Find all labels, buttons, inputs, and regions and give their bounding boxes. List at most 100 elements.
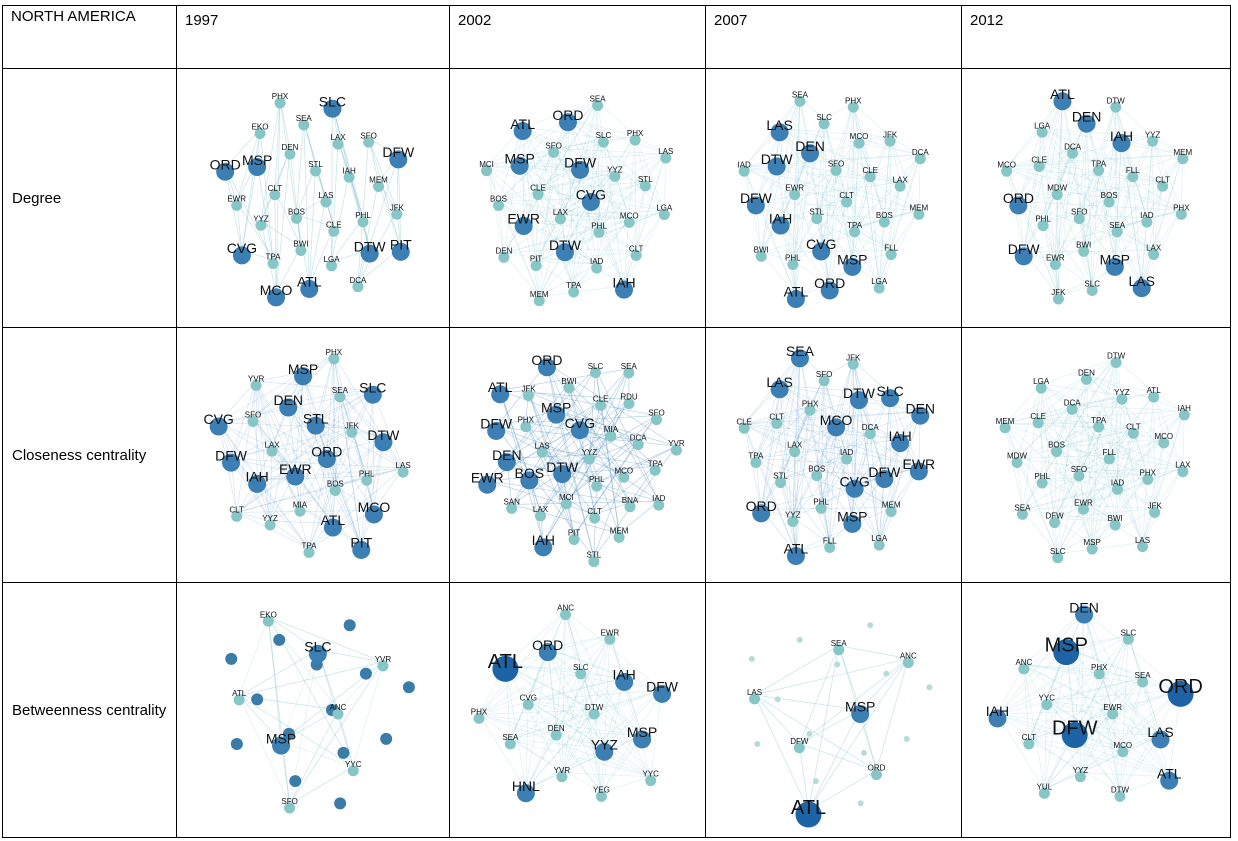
node-label: SLC: [816, 113, 832, 122]
edge: [274, 98, 281, 191]
node-label: SEA: [1109, 221, 1126, 230]
edge: [510, 677, 625, 741]
edge: [519, 153, 666, 163]
edge: [525, 635, 611, 790]
edge: [230, 458, 296, 473]
edge: [1115, 358, 1154, 394]
edge: [589, 454, 620, 534]
edge: [859, 658, 909, 711]
node-label: DTW: [761, 151, 794, 167]
edge: [794, 354, 801, 448]
edge: [360, 438, 384, 547]
edge: [522, 101, 598, 128]
edge: [556, 689, 663, 732]
edge: [565, 610, 602, 793]
edge: [503, 197, 592, 254]
edge: [553, 148, 566, 249]
node: [794, 95, 806, 107]
edge: [239, 661, 384, 697]
edge: [808, 658, 909, 811]
edge: [1146, 137, 1153, 219]
node: [520, 471, 539, 490]
edge: [256, 390, 374, 481]
node-label: SLC: [876, 383, 903, 399]
node-label: PHX: [272, 92, 289, 101]
edge: [858, 138, 921, 156]
edge: [601, 776, 651, 793]
edge: [566, 415, 657, 501]
node: [623, 398, 635, 410]
edge: [308, 197, 327, 286]
edge: [1098, 669, 1170, 777]
node-label: LGA: [324, 255, 341, 264]
node: [850, 391, 869, 410]
node-label: YVR: [248, 374, 265, 383]
edge: [542, 431, 612, 544]
node-label: TPA: [748, 452, 764, 461]
edge: [829, 423, 837, 544]
node: [363, 385, 382, 404]
node: [538, 643, 557, 662]
node: [389, 150, 408, 169]
node-label: CLT: [629, 245, 644, 254]
node-label: YYZ: [785, 511, 801, 520]
edge: [594, 502, 631, 515]
edge: [1122, 677, 1143, 748]
node-label: ATL: [1050, 86, 1075, 102]
node: [1035, 382, 1047, 394]
node-label: YVR: [668, 439, 685, 448]
edge: [1142, 393, 1154, 543]
edge: [238, 649, 319, 697]
edge: [816, 471, 853, 521]
node: [232, 246, 251, 265]
edge: [1083, 392, 1154, 506]
edge: [1074, 730, 1161, 736]
edge: [519, 161, 581, 167]
edge: [496, 426, 624, 474]
edge: [553, 148, 600, 229]
node-label: DEN: [492, 447, 522, 463]
edge: [486, 166, 540, 297]
edge: [542, 447, 656, 467]
edge: [754, 645, 839, 696]
edge: [1086, 119, 1110, 199]
edge: [1098, 422, 1149, 476]
node-label: MCO: [620, 212, 639, 221]
edge: [525, 772, 563, 790]
edge: [1039, 136, 1153, 163]
edge: [846, 103, 854, 199]
node: [1147, 135, 1159, 147]
edge: [478, 714, 605, 749]
edge: [1083, 139, 1122, 248]
node: [738, 422, 750, 434]
edge: [743, 167, 797, 296]
edge: [820, 376, 825, 505]
node: [532, 188, 544, 200]
edge: [1116, 172, 1134, 228]
edge: [528, 391, 575, 536]
edge: [296, 120, 305, 215]
edge: [274, 190, 277, 294]
node: [1093, 421, 1105, 433]
edge: [478, 714, 643, 736]
node-label: EWR: [227, 195, 246, 204]
node: [633, 730, 652, 749]
unlabeled-node: [796, 636, 803, 643]
node: [357, 216, 369, 228]
edge: [1038, 162, 1154, 251]
edge: [835, 360, 854, 424]
edge: [884, 394, 891, 476]
node-label: SFO: [1071, 465, 1087, 474]
edge: [289, 150, 302, 247]
node: [568, 534, 580, 546]
edge: [792, 517, 830, 544]
edge: [252, 417, 328, 456]
edge: [794, 190, 831, 287]
edge: [505, 610, 566, 666]
node-label: PHX: [326, 348, 343, 357]
edge: [366, 467, 404, 477]
edge: [1083, 610, 1114, 711]
node: [1001, 165, 1013, 177]
node: [250, 379, 262, 391]
edge: [1117, 392, 1154, 486]
